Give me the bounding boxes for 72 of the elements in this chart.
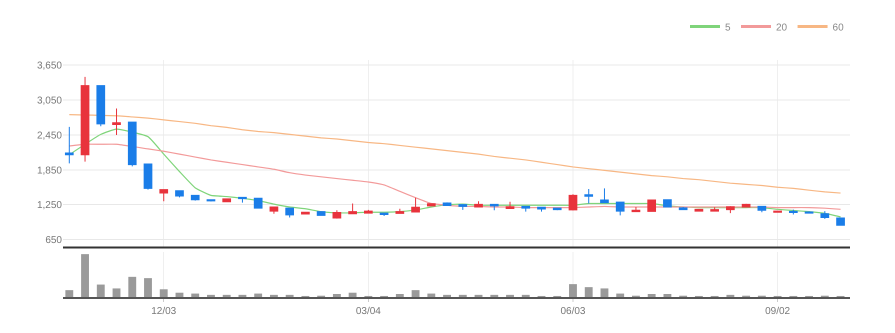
bar	[160, 289, 168, 297]
bar	[584, 287, 593, 297]
bar	[396, 294, 404, 297]
candlestick	[254, 198, 263, 209]
candlestick	[159, 188, 168, 202]
bar	[176, 292, 184, 297]
candlestick	[600, 188, 609, 204]
bar	[81, 254, 89, 297]
candlestick	[332, 210, 342, 220]
line-series	[68, 114, 842, 194]
candlestick	[80, 76, 90, 162]
bar	[663, 294, 672, 297]
legend-label: 20	[776, 22, 788, 34]
candlestick	[112, 108, 121, 136]
candlestick	[506, 201, 514, 210]
candlestick	[632, 206, 640, 212]
candlestick	[175, 190, 184, 198]
bar	[96, 284, 105, 297]
candlestick	[348, 203, 357, 215]
y-tick-label: 1,850	[36, 165, 62, 176]
bar	[332, 294, 341, 297]
candlestick	[458, 204, 468, 210]
candlestick	[647, 199, 656, 212]
legend-label: 60	[832, 22, 844, 34]
candlestick	[144, 164, 152, 190]
y-tick-label: 3,650	[36, 60, 62, 72]
candlestick	[380, 212, 388, 217]
candlestick	[820, 210, 830, 220]
candlestick	[474, 200, 483, 208]
line-series	[68, 144, 842, 210]
candlestick	[616, 202, 625, 216]
bar	[112, 288, 120, 297]
bar	[144, 278, 152, 297]
candlestick	[206, 198, 216, 202]
candlestick	[285, 208, 294, 218]
candlestick	[395, 208, 404, 214]
candlestick	[663, 199, 672, 208]
candlestick	[238, 196, 247, 204]
y-tick-label: 3,050	[36, 96, 62, 107]
y-tick-label: 1,250	[36, 200, 62, 212]
candlestick	[270, 206, 278, 214]
bar	[65, 290, 74, 297]
candlestick	[128, 122, 137, 167]
candlestick	[316, 211, 326, 216]
candlestick	[490, 204, 499, 211]
candlestick	[96, 85, 106, 127]
y-tick-label: 650	[45, 235, 62, 246]
bar	[569, 284, 577, 297]
y-tick-label: 2,450	[36, 130, 62, 142]
bar	[412, 290, 420, 297]
candlestick	[64, 126, 74, 164]
bar	[648, 294, 656, 297]
candlestick	[411, 197, 420, 213]
candlestick	[836, 217, 845, 226]
x-tick-label: 06/03	[560, 306, 586, 317]
legend-label: 5	[725, 22, 731, 34]
bar	[128, 276, 136, 297]
candlestick	[222, 198, 232, 202]
candlestick	[442, 202, 452, 206]
candlestick	[568, 194, 578, 211]
bar	[616, 294, 624, 297]
bar	[348, 292, 357, 297]
candlestick	[726, 206, 735, 214]
candlestick	[584, 188, 594, 204]
bar	[191, 294, 200, 297]
x-tick-label: 03/04	[356, 306, 382, 317]
bar	[427, 294, 436, 297]
x-tick-label: 12/03	[151, 306, 177, 317]
bar	[600, 288, 608, 297]
candlestick	[301, 211, 310, 215]
x-tick-label: 09/02	[765, 306, 791, 317]
bar	[254, 294, 262, 297]
